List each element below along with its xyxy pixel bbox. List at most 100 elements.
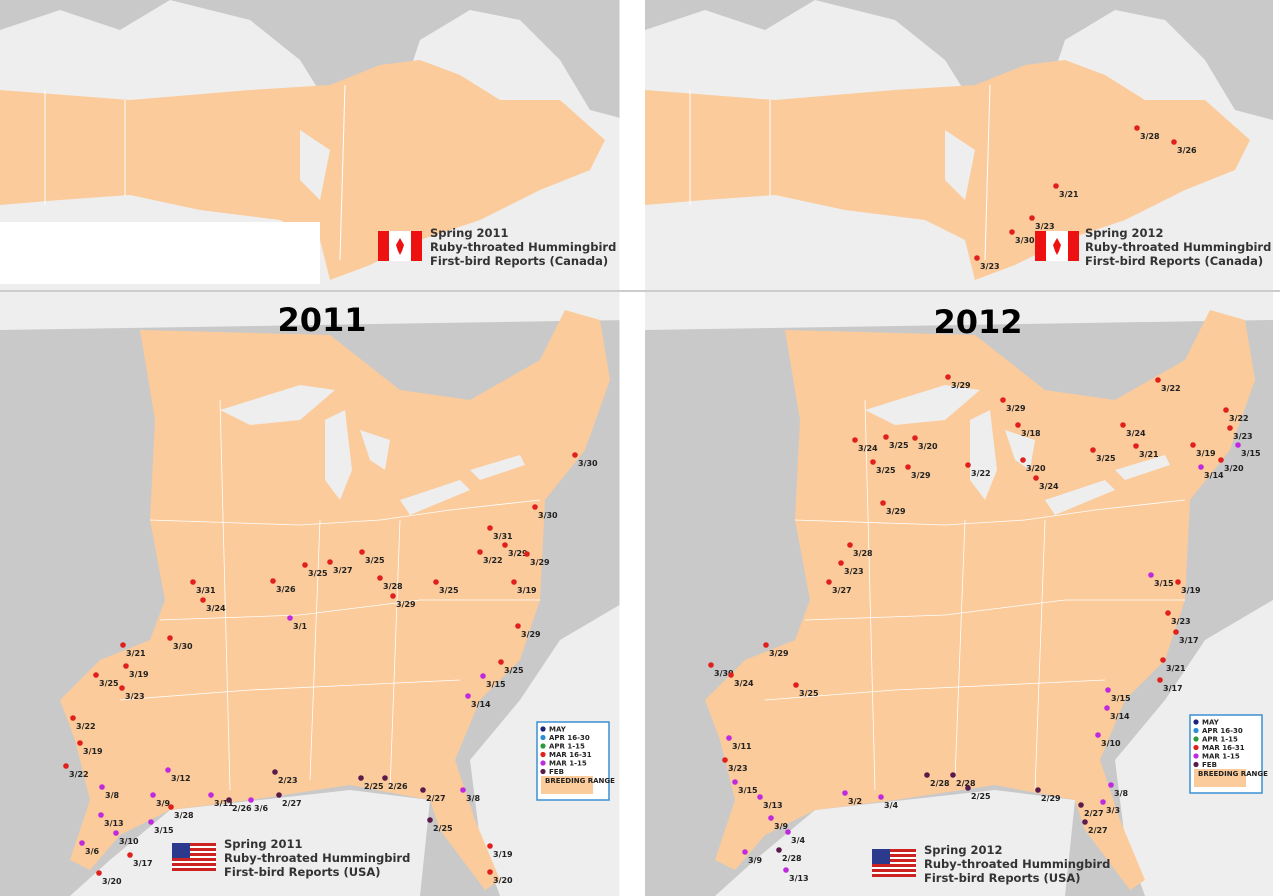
report-date: 3/22 <box>69 770 89 779</box>
caption: Ruby-throated Hummingbird <box>924 857 1110 871</box>
report-date: 3/29 <box>508 549 528 558</box>
report-dot <box>950 772 956 778</box>
report-dot <box>248 797 254 803</box>
report-date: 3/2 <box>848 797 862 806</box>
report-dot <box>826 579 832 585</box>
report-dot <box>1020 457 1026 463</box>
report-date: 3/28 <box>174 811 194 820</box>
report-dot <box>358 775 364 781</box>
report-dot <box>1133 443 1139 449</box>
year-heading: 2011 <box>277 301 366 339</box>
report-dot <box>1082 819 1088 825</box>
report-date: 3/8 <box>466 794 480 803</box>
report-date: 3/8 <box>105 791 119 800</box>
usa-flag <box>172 843 216 871</box>
legend-dot <box>540 760 546 766</box>
report-date: 3/9 <box>748 856 762 865</box>
report-date: 3/11 <box>732 742 752 751</box>
caption: Ruby-throated Hummingbird <box>224 851 410 865</box>
report-dot <box>377 575 383 581</box>
report-dot <box>359 549 365 555</box>
legend-dot <box>540 734 546 741</box>
report-date: 3/26 <box>1177 146 1197 155</box>
report-dot <box>785 829 791 835</box>
report-dot <box>120 642 126 648</box>
report-dot <box>465 693 471 699</box>
report-date: 3/20 <box>1026 464 1046 473</box>
report-dot <box>123 663 129 669</box>
report-dot <box>208 792 214 798</box>
caption: Ruby-throated Hummingbird <box>1085 240 1271 254</box>
report-dot <box>768 815 774 821</box>
report-date: 3/22 <box>76 722 96 731</box>
legend-dot <box>1193 744 1199 751</box>
report-date: 3/18 <box>1021 429 1041 438</box>
report-date: 3/13 <box>104 819 124 828</box>
report-dot <box>1198 464 1204 470</box>
report-dot <box>965 785 971 791</box>
report-dot <box>763 642 769 648</box>
report-date: 3/24 <box>1126 429 1146 438</box>
report-dot <box>1190 442 1196 448</box>
report-date: 3/29 <box>521 630 541 639</box>
report-dot <box>847 542 853 548</box>
report-dot <box>1095 732 1101 738</box>
report-date: 3/11 <box>214 799 234 808</box>
report-dot <box>1029 215 1035 221</box>
report-date: 3/27 <box>832 586 852 595</box>
report-dot <box>327 559 333 565</box>
report-date: 2/28 <box>782 854 802 863</box>
report-date: 3/25 <box>439 586 459 595</box>
report-dot <box>113 830 119 836</box>
report-date: 3/14 <box>471 700 491 709</box>
report-date: 3/25 <box>889 441 909 450</box>
report-date: 3/29 <box>769 649 789 658</box>
report-dot <box>532 504 538 510</box>
legend-dot <box>1193 727 1199 734</box>
report-dot <box>480 673 486 679</box>
report-date: 3/20 <box>493 876 513 885</box>
report-date: 2/28 <box>956 779 976 788</box>
report-dot <box>742 849 748 855</box>
report-date: 3/23 <box>980 262 1000 271</box>
panel-right <box>644 0 1274 896</box>
report-date: 3/28 <box>1140 132 1160 141</box>
caption: First-bird Reports (Canada) <box>1085 254 1263 268</box>
report-date: 3/20 <box>1224 464 1244 473</box>
report-date: 2/26 <box>232 804 252 813</box>
report-date: 3/29 <box>1006 404 1026 413</box>
report-date: 3/24 <box>206 604 226 613</box>
report-dot <box>878 794 884 800</box>
report-dot <box>1120 422 1126 428</box>
report-dot <box>93 672 99 678</box>
report-dot <box>190 579 196 585</box>
report-date: 3/13 <box>789 874 809 883</box>
report-dot <box>1053 183 1059 189</box>
report-dot <box>1157 677 1163 683</box>
legend-label: MAY <box>1202 719 1220 727</box>
report-dot <box>524 551 530 557</box>
report-dot <box>883 434 889 440</box>
legend-dot <box>1193 736 1199 742</box>
caption: First-bird Reports (USA) <box>224 865 381 879</box>
report-date: 3/29 <box>530 558 550 567</box>
report-dot <box>148 819 154 825</box>
report-date: 3/10 <box>119 837 139 846</box>
report-dot <box>77 740 83 746</box>
report-dot <box>433 579 439 585</box>
legend-dot <box>540 751 546 758</box>
report-dot <box>498 659 504 665</box>
report-date: 3/26 <box>276 585 296 594</box>
report-dot <box>98 812 104 818</box>
report-date: 3/31 <box>196 586 216 595</box>
report-date: 3/23 <box>844 567 864 576</box>
panel-left <box>0 0 629 896</box>
report-dot <box>1171 139 1177 145</box>
report-dot <box>1160 657 1166 663</box>
report-dot <box>924 772 930 778</box>
usa-flag <box>872 849 916 877</box>
report-date: 3/19 <box>1181 586 1201 595</box>
report-dot <box>965 462 971 468</box>
report-dot <box>477 549 483 555</box>
